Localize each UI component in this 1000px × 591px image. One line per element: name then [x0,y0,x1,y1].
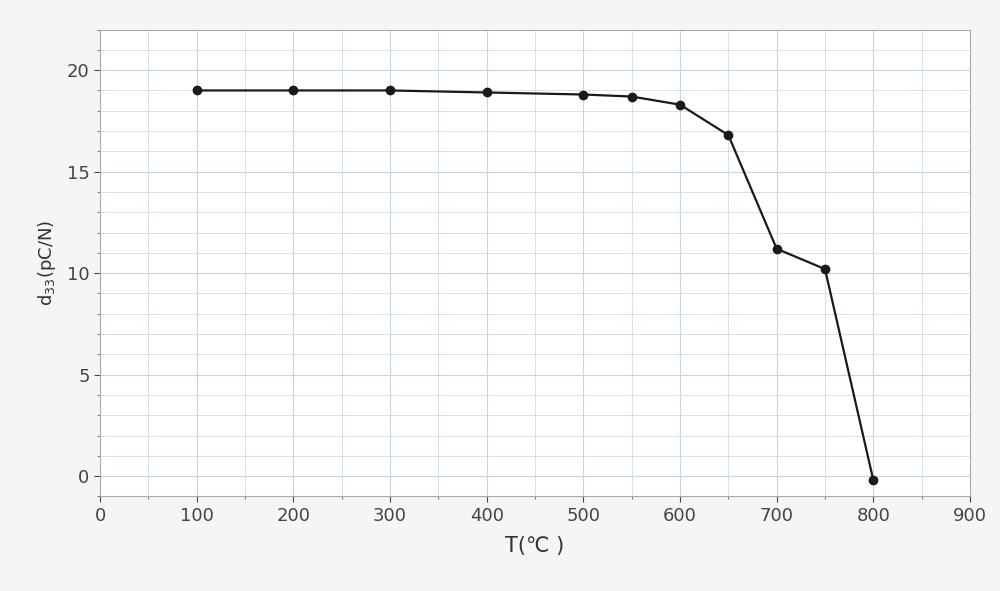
Y-axis label: d$_{33}$(pC/N): d$_{33}$(pC/N) [36,220,58,306]
X-axis label: T(℃ ): T(℃ ) [505,536,565,556]
